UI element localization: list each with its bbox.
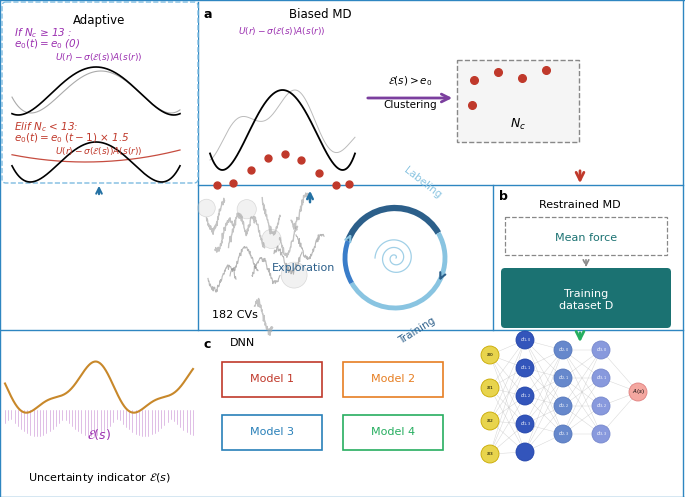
Circle shape: [237, 200, 256, 219]
Text: Biased MD: Biased MD: [288, 8, 351, 21]
Text: $U(r) - \sigma(\mathcal{E}(s))A(s(r))$: $U(r) - \sigma(\mathcal{E}(s))A(s(r))$: [238, 25, 326, 37]
Text: $s_0$: $s_0$: [486, 351, 494, 359]
Circle shape: [281, 262, 307, 288]
Text: Model 3: Model 3: [250, 427, 294, 437]
Circle shape: [481, 445, 499, 463]
Text: $s_3$: $s_3$: [486, 450, 494, 458]
Text: $s_1$: $s_1$: [486, 384, 494, 392]
Circle shape: [516, 359, 534, 377]
Text: $\mathcal{E}(s)$: $\mathcal{E}(s)$: [87, 427, 111, 442]
Text: $N_c$: $N_c$: [510, 117, 526, 132]
Circle shape: [516, 415, 534, 433]
Circle shape: [262, 229, 281, 248]
Text: $d_{2,2}$: $d_{2,2}$: [558, 402, 569, 410]
FancyBboxPatch shape: [343, 362, 443, 397]
Circle shape: [197, 199, 215, 217]
Circle shape: [554, 425, 572, 443]
FancyBboxPatch shape: [343, 415, 443, 450]
FancyBboxPatch shape: [457, 60, 579, 142]
Circle shape: [481, 379, 499, 397]
Text: DNN: DNN: [230, 338, 256, 348]
Text: $A(s)$: $A(s)$: [632, 388, 645, 397]
Text: $d_{3,2}$: $d_{3,2}$: [595, 402, 606, 410]
Text: a: a: [204, 8, 212, 21]
Text: c: c: [204, 338, 212, 351]
Circle shape: [516, 443, 534, 461]
FancyBboxPatch shape: [222, 415, 322, 450]
FancyBboxPatch shape: [505, 217, 667, 255]
Text: $\mathcal{E}(s) > e_0$: $\mathcal{E}(s) > e_0$: [388, 75, 432, 88]
FancyBboxPatch shape: [501, 268, 671, 328]
Circle shape: [554, 369, 572, 387]
Text: If $N_c$ ≥ 13 :: If $N_c$ ≥ 13 :: [14, 26, 73, 40]
Circle shape: [592, 397, 610, 415]
Circle shape: [554, 341, 572, 359]
Text: $e_0(t) = e_0$ $(t - 1)$ × 1.5: $e_0(t) = e_0$ $(t - 1)$ × 1.5: [14, 131, 129, 145]
Text: b: b: [499, 190, 508, 203]
Text: Exploration: Exploration: [272, 263, 335, 273]
Text: $U(r) - \sigma(\mathcal{E}(s))A(s(r))$: $U(r) - \sigma(\mathcal{E}(s))A(s(r))$: [55, 145, 142, 157]
Text: $d_{2,1}$: $d_{2,1}$: [558, 374, 569, 382]
Text: $d_{1,1}$: $d_{1,1}$: [519, 364, 530, 372]
Text: $d_{3,0}$: $d_{3,0}$: [595, 346, 606, 354]
Circle shape: [554, 397, 572, 415]
Circle shape: [592, 369, 610, 387]
Circle shape: [592, 341, 610, 359]
Text: $d_{2,3}$: $d_{2,3}$: [558, 430, 569, 438]
Text: $d_{1,2}$: $d_{1,2}$: [520, 392, 530, 400]
Circle shape: [516, 387, 534, 405]
Circle shape: [592, 425, 610, 443]
Text: $e_0(t) = e_0$ (0): $e_0(t) = e_0$ (0): [14, 37, 80, 51]
Text: Training: Training: [397, 316, 437, 346]
Text: 182 CVs: 182 CVs: [212, 310, 258, 320]
Text: Labeling: Labeling: [403, 165, 444, 200]
Circle shape: [629, 383, 647, 401]
Text: $U(r) - \sigma(\mathcal{E}(s))A(s(r))$: $U(r) - \sigma(\mathcal{E}(s))A(s(r))$: [55, 51, 142, 63]
Circle shape: [481, 346, 499, 364]
Text: $d_{1,3}$: $d_{1,3}$: [519, 420, 530, 428]
FancyBboxPatch shape: [2, 2, 198, 183]
Circle shape: [481, 412, 499, 430]
Text: Model 4: Model 4: [371, 427, 415, 437]
Text: Model 1: Model 1: [250, 374, 294, 384]
Text: Uncertainty indicator $\mathcal{E}(s)$: Uncertainty indicator $\mathcal{E}(s)$: [27, 471, 171, 485]
Text: Mean force: Mean force: [555, 233, 617, 243]
Text: $s_2$: $s_2$: [486, 417, 494, 425]
FancyBboxPatch shape: [222, 362, 322, 397]
Text: Elif $N_c$ < 13:: Elif $N_c$ < 13:: [14, 120, 79, 134]
Text: $d_{3,1}$: $d_{3,1}$: [595, 374, 606, 382]
Text: Training
dataset D: Training dataset D: [559, 289, 613, 311]
Text: $d_{1,0}$: $d_{1,0}$: [519, 336, 530, 344]
Text: Adaptive: Adaptive: [73, 14, 125, 27]
Text: Model 2: Model 2: [371, 374, 415, 384]
Text: Restrained MD: Restrained MD: [539, 200, 621, 210]
Text: $d_{3,3}$: $d_{3,3}$: [595, 430, 606, 438]
Circle shape: [516, 331, 534, 349]
Text: $d_{2,0}$: $d_{2,0}$: [558, 346, 569, 354]
Text: Clustering: Clustering: [383, 100, 437, 110]
